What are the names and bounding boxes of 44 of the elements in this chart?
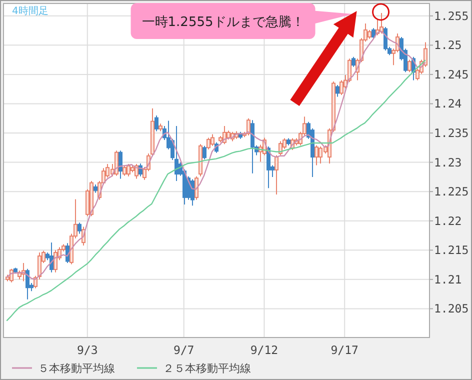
y-tick-label: 1.25 xyxy=(434,38,462,52)
candlestick xyxy=(194,176,198,200)
y-tick-label: 1.21 xyxy=(434,272,462,286)
candlestick xyxy=(246,118,250,136)
candlestick xyxy=(54,250,58,273)
candlestick xyxy=(408,59,412,73)
candlestick xyxy=(352,56,356,68)
y-tick-label: 1.215 xyxy=(434,243,469,258)
candlestick xyxy=(154,114,158,132)
y-tick-label: 1.235 xyxy=(434,126,469,140)
x-tick-label: 9/3 xyxy=(77,343,98,357)
candlestick xyxy=(372,28,376,40)
candlestick xyxy=(118,150,122,180)
candlestick xyxy=(274,154,278,196)
candlestick xyxy=(318,146,322,164)
y-tick-label: 1.23 xyxy=(434,155,462,170)
legend-label: ２５本移動平均線 xyxy=(163,362,251,375)
legend-label: ５本移動平均線 xyxy=(38,362,115,375)
candlestick xyxy=(174,125,178,182)
y-tick-label: 1.255 xyxy=(434,8,469,23)
candlestick xyxy=(166,120,170,150)
candlestick xyxy=(210,134,214,146)
x-tick-label: 9/12 xyxy=(250,343,278,357)
y-tick-label: 1.245 xyxy=(434,67,469,82)
y-tick-label: 1.24 xyxy=(434,96,462,111)
y-tick-label: 1.225 xyxy=(434,184,469,199)
candlestick xyxy=(190,178,194,206)
candlestick xyxy=(78,222,82,234)
candlestick xyxy=(26,268,30,300)
candlestick xyxy=(134,164,138,180)
title: 4時間足 xyxy=(12,6,48,17)
candlestick xyxy=(106,164,110,178)
candlestick xyxy=(270,164,274,178)
candlestick xyxy=(126,164,130,177)
candlestick xyxy=(336,84,340,98)
candlestick xyxy=(122,164,126,176)
y-tick-label: 1.205 xyxy=(434,302,469,316)
x-tick-label: 9/7 xyxy=(173,343,194,357)
annotation: 一時1.2555ドルまで急騰！ xyxy=(142,15,304,30)
x-tick-label: 9/17 xyxy=(330,343,358,357)
candlestick xyxy=(250,120,254,174)
y-tick-label: 1.22 xyxy=(434,214,462,228)
candlestick xyxy=(202,145,206,160)
candlestick xyxy=(314,144,318,166)
